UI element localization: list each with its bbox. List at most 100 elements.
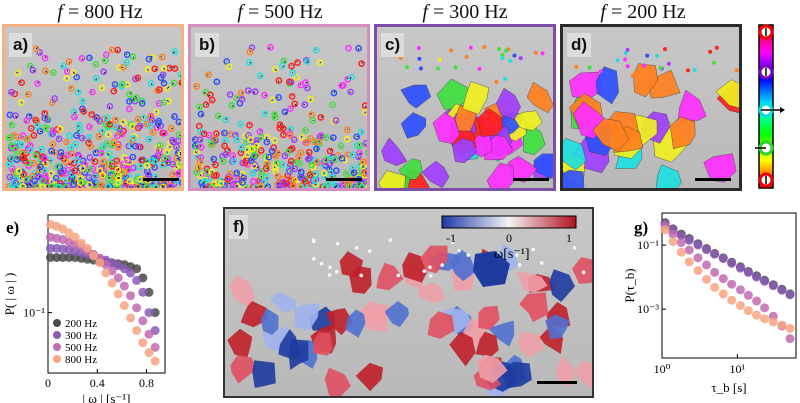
particle	[178, 79, 181, 86]
orientation-colorbar	[755, 24, 785, 189]
particle	[145, 136, 153, 143]
data-point	[676, 247, 686, 257]
particle	[500, 56, 505, 61]
particle	[166, 64, 173, 72]
particle	[330, 89, 338, 97]
particle	[363, 178, 367, 185]
data-point	[668, 236, 678, 246]
particle	[27, 125, 35, 132]
data-point	[132, 325, 142, 335]
particle	[221, 142, 228, 150]
particle	[19, 132, 27, 140]
particle	[75, 183, 83, 188]
particle	[134, 74, 142, 82]
data-point	[718, 254, 728, 264]
particle	[73, 73, 81, 81]
particle	[163, 148, 171, 156]
domain	[252, 360, 276, 388]
data-point	[727, 279, 737, 289]
particle	[633, 70, 638, 75]
data-point	[693, 253, 703, 263]
particle	[72, 140, 80, 148]
particle	[623, 51, 628, 56]
particle	[213, 130, 220, 137]
particle	[332, 183, 340, 188]
particle	[296, 174, 304, 181]
particle	[296, 160, 303, 167]
data-point	[126, 291, 136, 301]
particle	[238, 144, 246, 152]
particle	[623, 57, 628, 62]
particle	[274, 149, 281, 157]
particle	[95, 132, 103, 140]
particle	[233, 136, 241, 144]
particle	[222, 116, 229, 124]
particle	[23, 175, 31, 183]
particle	[63, 68, 71, 75]
particle	[100, 158, 107, 166]
data-point	[70, 232, 80, 242]
particle	[140, 114, 148, 122]
domain	[240, 300, 267, 328]
particle	[240, 174, 247, 182]
particle	[100, 142, 107, 150]
particle	[289, 69, 297, 77]
domain	[545, 314, 570, 340]
particle	[304, 84, 311, 92]
particle	[29, 66, 37, 74]
particle	[286, 168, 294, 175]
particle	[62, 183, 70, 188]
particle	[170, 79, 178, 87]
particle	[302, 79, 309, 86]
colorbar-label: ω[s⁻¹]	[494, 247, 530, 262]
data-point	[718, 289, 728, 299]
particle	[135, 143, 143, 151]
particle	[305, 148, 313, 156]
particle	[226, 130, 234, 138]
particle	[62, 158, 70, 166]
particle	[93, 74, 100, 82]
particle	[12, 112, 19, 119]
data-point	[710, 267, 720, 277]
particle	[271, 65, 279, 73]
x-tick-label: 0.8	[139, 376, 154, 390]
particle	[92, 60, 100, 68]
particle	[196, 158, 204, 166]
particle	[223, 58, 231, 65]
data-point	[126, 313, 136, 323]
particle	[87, 143, 95, 150]
particle	[666, 61, 671, 66]
particle	[175, 137, 181, 145]
particle	[85, 133, 93, 141]
particle	[9, 142, 16, 150]
panel-label-e: e)	[6, 218, 19, 237]
particle	[347, 88, 355, 96]
particle	[42, 67, 49, 75]
domain	[376, 262, 404, 291]
particle	[86, 123, 93, 131]
particle	[26, 146, 34, 154]
colorbar-tick-mid: 0	[506, 231, 512, 245]
particle	[286, 78, 293, 86]
particle	[306, 171, 314, 179]
particle	[178, 179, 181, 186]
particle	[30, 132, 38, 139]
particle	[287, 105, 294, 113]
particle	[321, 169, 328, 177]
domain	[572, 257, 592, 284]
domain	[449, 249, 476, 282]
particle	[133, 94, 141, 102]
y-tick-label: 10⁻¹	[23, 306, 45, 320]
particle	[41, 54, 49, 62]
particle	[226, 91, 234, 98]
particle	[86, 181, 93, 188]
particle	[8, 88, 15, 96]
particle	[37, 163, 44, 171]
particle	[32, 152, 40, 159]
particle	[356, 142, 364, 150]
particle	[39, 177, 47, 185]
particle-field	[191, 43, 367, 188]
particle	[89, 88, 96, 96]
particle	[175, 170, 181, 178]
particle	[663, 47, 668, 52]
